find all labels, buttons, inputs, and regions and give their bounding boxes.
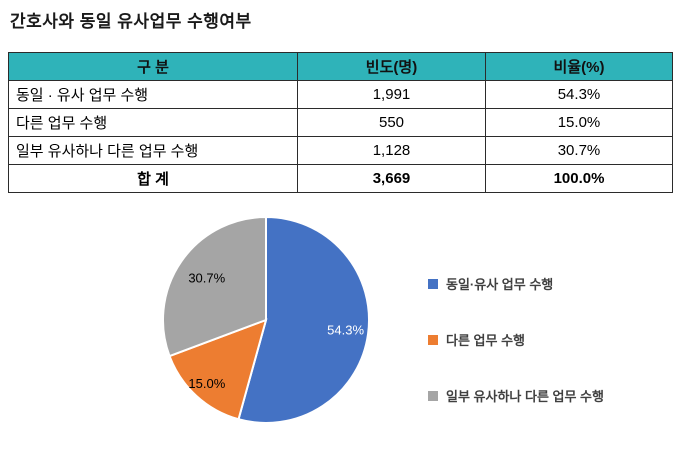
col-header-frequency: 빈도(명) — [297, 52, 486, 81]
table-row: 일부 유사하나 다른 업무 수행 1,128 30.7% — [8, 136, 673, 165]
col-header-category: 구 분 — [8, 52, 298, 81]
legend-label: 동일·유사 업무 수행 — [446, 277, 554, 292]
row-frequency: 1,991 — [297, 80, 486, 109]
legend-item: 다른 업무 수행 — [428, 330, 604, 349]
table-total-row: 합 계 3,669 100.0% — [8, 164, 673, 193]
row-ratio: 54.3% — [485, 80, 673, 109]
table-header-row: 구 분 빈도(명) 비율(%) — [8, 52, 673, 81]
row-label: 동일 · 유사 업무 수행 — [8, 80, 298, 109]
row-ratio: 30.7% — [485, 136, 673, 165]
row-frequency: 1,128 — [297, 136, 486, 165]
pie-data-label: 54.3% — [327, 322, 364, 337]
legend-swatch — [428, 278, 438, 289]
row-frequency: 550 — [297, 108, 486, 137]
legend-swatch — [428, 334, 438, 345]
page-title: 간호사와 동일 유사업무 수행여부 — [10, 12, 252, 31]
legend-label: 다른 업무 수행 — [446, 333, 525, 348]
legend-item: 일부 유사하나 다른 업무 수행 — [428, 386, 604, 405]
row-label: 다른 업무 수행 — [8, 108, 298, 137]
total-label: 합 계 — [8, 164, 298, 193]
pie-slice-1 — [237, 215, 370, 424]
total-ratio: 100.0% — [485, 164, 673, 193]
legend-label: 일부 유사하나 다른 업무 수행 — [446, 389, 604, 404]
row-ratio: 15.0% — [485, 108, 673, 137]
pie-slice-3 — [162, 215, 267, 358]
pie-data-label: 30.7% — [188, 270, 225, 285]
legend-swatch — [428, 390, 438, 401]
summary-table: 구 분 빈도(명) 비율(%) 동일 · 유사 업무 수행 1,991 54.3… — [8, 52, 673, 193]
pie-chart: 54.3% 15.0% 30.7% — [162, 215, 370, 424]
pie-slice-2 — [168, 318, 268, 421]
row-label: 일부 유사하나 다른 업무 수행 — [8, 136, 298, 165]
table-row: 동일 · 유사 업무 수행 1,991 54.3% — [8, 80, 673, 109]
pie-data-label: 15.0% — [188, 376, 225, 391]
legend-item: 동일·유사 업무 수행 — [428, 274, 604, 293]
total-frequency: 3,669 — [297, 164, 486, 193]
table-row: 다른 업무 수행 550 15.0% — [8, 108, 673, 137]
col-header-ratio: 비율(%) — [485, 52, 673, 81]
